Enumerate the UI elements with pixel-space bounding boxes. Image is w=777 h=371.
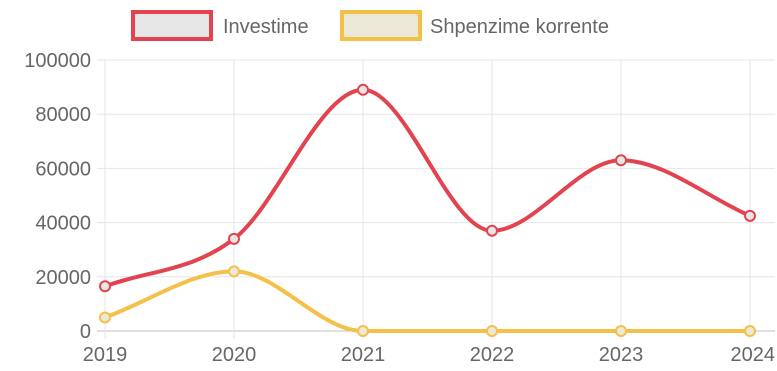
x-tick-label: 2020 bbox=[212, 344, 257, 366]
legend-item-shpenzime-korrente[interactable]: Shpenzime korrente bbox=[340, 10, 609, 41]
series-shpenzime-korrente bbox=[99, 265, 756, 337]
legend-label: Investime bbox=[223, 16, 309, 38]
data-point[interactable] bbox=[357, 83, 369, 96]
y-tick-label: 80000 bbox=[35, 104, 91, 126]
data-point[interactable] bbox=[99, 311, 111, 324]
data-point[interactable] bbox=[99, 280, 111, 293]
data-point[interactable] bbox=[357, 325, 369, 337]
legend-label: Shpenzime korrente bbox=[430, 16, 609, 38]
y-tick-label: 0 bbox=[80, 321, 91, 343]
data-point[interactable] bbox=[744, 209, 756, 222]
y-tick-label: 100000 bbox=[24, 50, 91, 72]
data-point[interactable] bbox=[486, 224, 498, 237]
series-line bbox=[103, 269, 752, 333]
legend-swatch bbox=[131, 10, 213, 41]
y-tick-label: 60000 bbox=[35, 158, 91, 180]
x-tick-label: 2022 bbox=[470, 344, 515, 366]
y-tick-label: 20000 bbox=[35, 267, 91, 289]
x-tick-label: 2024 bbox=[731, 344, 776, 366]
x-tick-label: 2021 bbox=[341, 344, 386, 366]
data-point[interactable] bbox=[486, 325, 498, 337]
data-point[interactable] bbox=[615, 154, 627, 167]
series-line bbox=[103, 87, 752, 289]
y-tick-label: 40000 bbox=[35, 213, 91, 235]
data-point[interactable] bbox=[228, 265, 240, 278]
data-point[interactable] bbox=[228, 232, 240, 245]
series-investime bbox=[99, 83, 756, 293]
legend-item-investime[interactable]: Investime bbox=[131, 10, 309, 41]
data-point[interactable] bbox=[615, 325, 627, 337]
data-point[interactable] bbox=[744, 325, 756, 337]
legend: Investime Shpenzime korrente bbox=[131, 10, 609, 41]
x-tick-label: 2023 bbox=[599, 344, 644, 366]
legend-swatch bbox=[340, 10, 422, 41]
x-tick-label: 2019 bbox=[83, 344, 128, 366]
grid bbox=[97, 59, 775, 339]
